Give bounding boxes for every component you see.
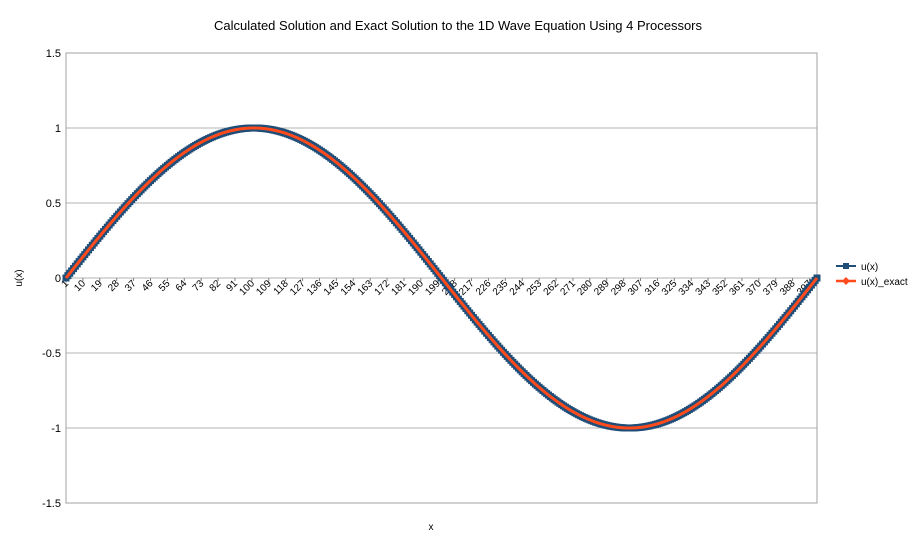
x-tick-label: 235	[491, 278, 511, 298]
y-axis-ticks: 1.5 1 0.5 0 -0.5 -1 -1.5	[42, 48, 61, 510]
x-axis-label: x	[429, 522, 434, 533]
x-tick-label: 28	[106, 278, 122, 294]
x-tick-label: 82	[208, 278, 224, 294]
x-tick-label: 46	[140, 278, 156, 294]
y-axis-label: u(x)	[14, 269, 25, 286]
x-tick-label: 64	[174, 278, 190, 294]
x-tick-label: 289	[592, 278, 612, 298]
x-tick-label: 361	[727, 278, 747, 298]
legend-label-u-x-exact: u(x)_exact	[861, 277, 908, 288]
y-tick-label: -1	[51, 423, 61, 435]
x-tick-label: 307	[626, 278, 646, 298]
series-group	[62, 124, 821, 432]
x-tick-label: 181	[389, 278, 409, 298]
legend-marker-u-x	[843, 263, 849, 269]
y-tick-label: 1.5	[46, 48, 61, 60]
x-tick-label: 370	[744, 278, 764, 298]
x-tick-label: 280	[575, 278, 595, 298]
legend: u(x) u(x)_exact	[836, 262, 908, 288]
series-u-x-exact-line	[64, 126, 819, 430]
chart-title: Calculated Solution and Exact Solution t…	[214, 18, 703, 33]
y-tick-label: 1	[55, 123, 61, 135]
x-tick-label: 343	[694, 278, 714, 298]
x-tick-label: 217	[457, 278, 477, 298]
x-tick-label: 136	[305, 278, 325, 298]
x-tick-label: 19	[89, 278, 105, 294]
x-tick-label: 244	[508, 278, 528, 298]
x-tick-label: 316	[643, 278, 663, 298]
x-tick-label: 262	[542, 278, 562, 298]
x-tick-label: 37	[123, 278, 139, 294]
y-tick-label: -1.5	[42, 498, 61, 510]
x-tick-label: 10	[72, 278, 88, 294]
x-tick-label: 325	[660, 278, 680, 298]
x-tick-label: 154	[339, 278, 359, 298]
y-tick-label: 0	[55, 273, 61, 285]
x-tick-label: 55	[157, 278, 173, 294]
x-tick-label: 172	[373, 278, 393, 298]
legend-marker-u-x-exact	[842, 277, 850, 285]
x-tick-label: 379	[761, 278, 781, 298]
x-axis-ticks: 1 10 19 28 37 46 55 64 73 82 911001091181271361451…	[59, 278, 815, 298]
legend-label-u-x: u(x)	[861, 262, 878, 273]
x-tick-label: 298	[609, 278, 629, 298]
x-tick-label: 145	[322, 278, 342, 298]
x-tick-label: 352	[711, 278, 731, 298]
x-tick-label: 100	[237, 278, 257, 298]
x-tick-label: 253	[525, 278, 545, 298]
y-tick-label: 0.5	[46, 198, 61, 210]
x-tick-label: 127	[288, 278, 308, 298]
x-tick-label: 109	[254, 278, 274, 298]
y-tick-label: -0.5	[42, 348, 61, 360]
x-tick-label: 388	[778, 278, 798, 298]
x-tick-label: 163	[356, 278, 376, 298]
x-tick-label: 73	[191, 278, 207, 294]
x-tick-label: 271	[558, 278, 578, 298]
x-tick-label: 334	[677, 278, 697, 298]
x-tick-label: 190	[406, 278, 426, 298]
x-tick-label: 226	[474, 278, 494, 298]
x-tick-label: 118	[272, 278, 291, 297]
